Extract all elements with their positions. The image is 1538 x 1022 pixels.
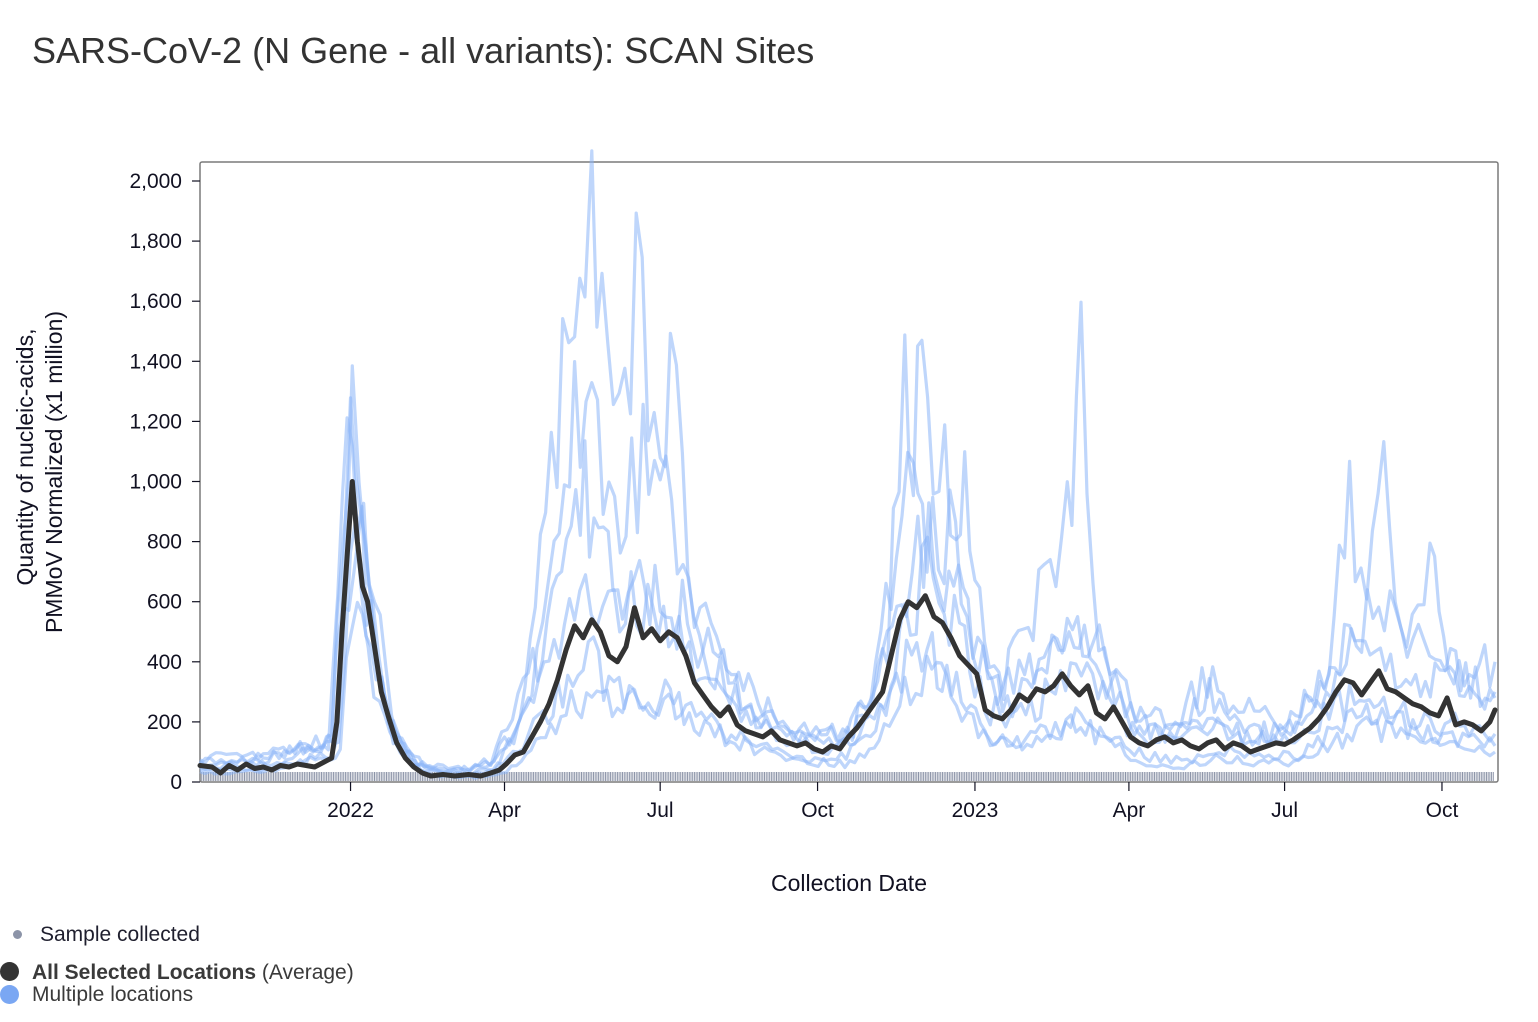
x-axis: 2022 Apr Jul Oct 2023 Apr Jul Oct bbox=[327, 782, 1458, 822]
location-series-line[interactable] bbox=[199, 416, 1497, 775]
x-tick-label: 2022 bbox=[327, 799, 374, 822]
legend-average-label: All Selected Locations bbox=[32, 961, 257, 984]
x-tick-label: Jul bbox=[1271, 799, 1298, 822]
x-tick-label: Apr bbox=[488, 799, 521, 822]
y-axis-label-line-2: PMMoV Normalized (x1 million) bbox=[41, 311, 67, 633]
average-line-group bbox=[197, 479, 1498, 779]
y-tick-label: 1,800 bbox=[129, 230, 182, 253]
x-tick-label: Apr bbox=[1113, 799, 1146, 822]
plot-frame bbox=[199, 161, 1499, 783]
legend-sample-label: Sample collected bbox=[40, 923, 200, 946]
average-series-line[interactable] bbox=[197, 479, 1498, 779]
x-tick-label: Jul bbox=[647, 799, 674, 822]
y-tick-label: 2,000 bbox=[129, 170, 182, 193]
y-tick-label: 1,600 bbox=[129, 290, 182, 313]
location-series-line[interactable] bbox=[199, 501, 1497, 778]
y-tick-label: 800 bbox=[147, 531, 182, 554]
x-tick-label: 2023 bbox=[952, 799, 999, 822]
x-tick-label: Oct bbox=[1426, 799, 1459, 822]
y-tick-label: 600 bbox=[147, 591, 182, 614]
y-tick-label: 200 bbox=[147, 711, 182, 734]
legend-average-suffix: (Average) bbox=[261, 961, 354, 984]
y-tick-label: 1,400 bbox=[129, 350, 182, 373]
y-tick-label: 1,200 bbox=[129, 410, 182, 433]
legend-multiple-label: Multiple locations bbox=[32, 983, 194, 1006]
y-tick-label: 400 bbox=[147, 651, 182, 674]
y-tick-label: 1,000 bbox=[129, 471, 182, 494]
y-axis: 0 200 400 600 800 1,000 1,200 1,400 1,600 1,800 2,… bbox=[129, 170, 200, 794]
x-axis-label: Collection Date bbox=[771, 870, 927, 896]
y-tick-label: 0 bbox=[170, 771, 182, 794]
location-dot-icon bbox=[0, 985, 19, 1004]
chart-title: SARS-CoV-2 (N Gene - all variants): SCAN… bbox=[32, 30, 815, 71]
y-axis-label-line-1: Quantity of nucleic-acids, bbox=[12, 329, 38, 586]
average-dot-icon bbox=[0, 962, 19, 981]
sample-dot-icon bbox=[13, 930, 22, 939]
sample-collected-ticks bbox=[201, 772, 1494, 781]
x-tick-label: Oct bbox=[801, 799, 834, 822]
